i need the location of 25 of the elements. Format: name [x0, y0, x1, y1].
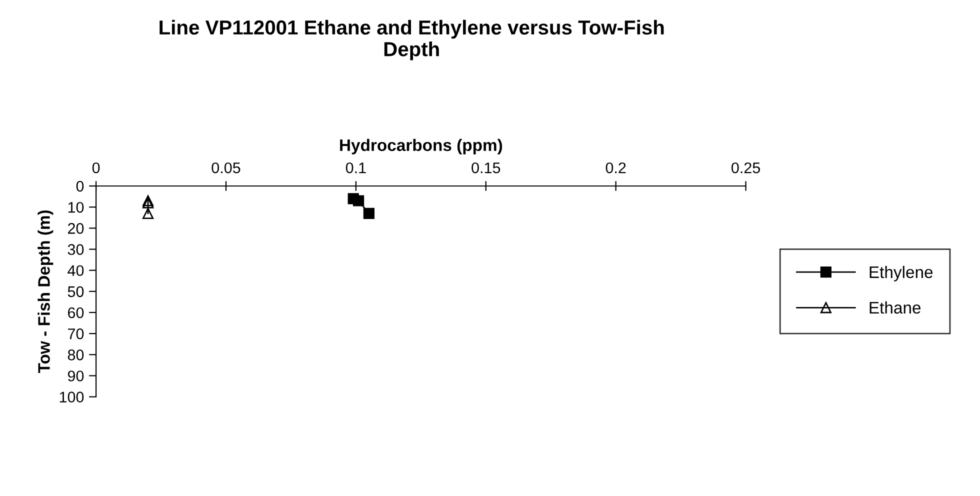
y-tick-label: 70 [68, 328, 84, 340]
x-tick-label: 0.15 [472, 162, 500, 174]
x-tick-label: 0.2 [606, 162, 626, 174]
y-tick-label: 100 [60, 392, 84, 402]
x-tick-label: 0 [92, 162, 100, 174]
point [352, 195, 364, 206]
chart-title: Line VP112001 Ethane and Ethylene versus Tow-Fish Depth [160, 20, 664, 60]
legend-label: Ethane [870, 301, 921, 314]
y-axis-title: Tow - Fish Depth (m) [38, 210, 54, 373]
y-tick-label: 60 [68, 307, 84, 318]
x-tick-label: 0.1 [346, 162, 366, 174]
y-tick-label: 0 [76, 180, 84, 192]
y-tick-label: 80 [68, 350, 84, 360]
y-tick-label: 40 [68, 265, 84, 276]
x-axis-title: Hydrocarbons (ppm) [340, 138, 502, 154]
point [363, 208, 374, 219]
y-tick-label: 50 [68, 286, 84, 298]
y-tick-label: 20 [68, 223, 84, 234]
legend-label: Ethylene [870, 266, 933, 282]
y-tick-label: 10 [68, 202, 84, 213]
y-tick-label: 30 [68, 244, 84, 255]
y-tick-label: 90 [68, 370, 84, 382]
x-tick-label: 0.05 [212, 162, 240, 174]
point [142, 208, 154, 219]
x-tick-label: 0.25 [732, 162, 760, 174]
